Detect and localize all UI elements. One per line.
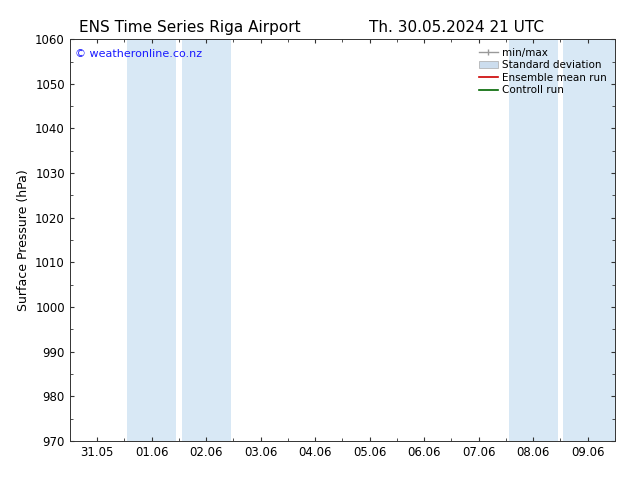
Bar (508, 39, 558, 441)
Bar (127, 39, 176, 441)
Y-axis label: Surface Pressure (hPa): Surface Pressure (hPa) (16, 169, 30, 311)
Bar (563, 39, 615, 441)
Text: © weatheronline.co.nz: © weatheronline.co.nz (75, 49, 202, 59)
Bar (181, 39, 231, 441)
Legend: min/max, Standard deviation, Ensemble mean run, Controll run: min/max, Standard deviation, Ensemble me… (476, 45, 610, 98)
Text: ENS Time Series Riga Airport: ENS Time Series Riga Airport (79, 20, 301, 35)
Text: Th. 30.05.2024 21 UTC: Th. 30.05.2024 21 UTC (369, 20, 544, 35)
